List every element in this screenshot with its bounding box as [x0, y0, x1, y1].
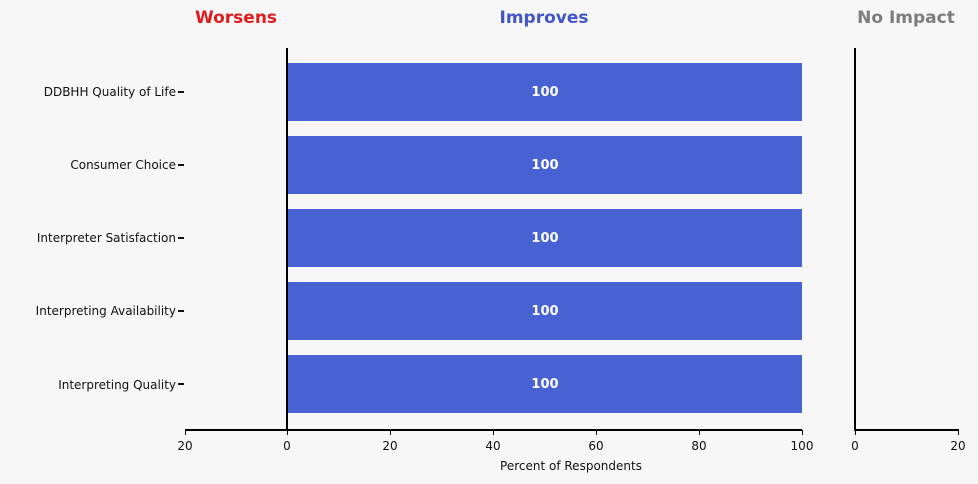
x-tick-mark	[595, 430, 597, 435]
x-tick-label: 0	[851, 439, 859, 453]
improves-bar-interpreting-availability: 100	[288, 282, 802, 340]
panel-title-improves: Improves	[499, 8, 589, 28]
y-tick-mark	[178, 91, 184, 93]
zero-axis-line-main	[286, 48, 288, 430]
x-tick-mark	[854, 430, 856, 435]
bar-value-label: 100	[531, 376, 559, 392]
bar-value-label: 100	[531, 84, 559, 100]
x-tick-label: 0	[283, 439, 291, 453]
category-label-ddbhh-quality-of-life: DDBHH Quality of Life	[43, 85, 176, 99]
y-tick-mark	[178, 310, 184, 312]
x-tick-mark	[698, 430, 700, 435]
x-tick-mark	[492, 430, 494, 435]
improves-bar-interpreter-satisfaction: 100	[288, 209, 802, 267]
x-tick-label: 20	[382, 439, 398, 453]
x-tick-label: 40	[485, 439, 501, 453]
panel-title-no-impact: No Impact	[857, 8, 955, 28]
panel-title-worsens: Worsens	[194, 8, 278, 28]
x-tick-label: 60	[588, 439, 604, 453]
category-label-interpreter-satisfaction: Interpreter Satisfaction	[36, 231, 176, 245]
category-label-interpreting-quality: Interpreting Quality	[58, 378, 176, 392]
improves-bar-consumer-choice: 100	[288, 136, 802, 194]
y-tick-mark	[178, 164, 184, 166]
bar-value-label: 100	[531, 157, 559, 173]
x-tick-mark	[389, 430, 391, 435]
x-tick-mark	[184, 430, 186, 435]
x-tick-label: 80	[691, 439, 707, 453]
x-axis-line-no-impact	[854, 429, 959, 431]
x-tick-label: 20	[950, 439, 966, 453]
y-tick-mark	[178, 237, 184, 239]
improves-bar-ddbhh-quality-of-life: 100	[288, 63, 802, 121]
x-tick-mark	[801, 430, 803, 435]
x-axis-title: Percent of Respondents	[500, 459, 642, 473]
bar-value-label: 100	[531, 230, 559, 246]
bar-value-label: 100	[531, 303, 559, 319]
x-tick-label: 20	[177, 439, 193, 453]
zero-axis-line-no-impact	[854, 48, 856, 430]
x-tick-mark	[286, 430, 288, 435]
category-label-consumer-choice: Consumer Choice	[70, 158, 176, 172]
x-axis-line-main	[185, 429, 802, 431]
category-label-interpreting-availability: Interpreting Availability	[35, 304, 176, 318]
x-tick-label: 100	[790, 439, 814, 453]
improves-bar-interpreting-quality: 100	[288, 355, 802, 413]
y-tick-mark	[178, 383, 184, 385]
x-tick-mark	[957, 430, 959, 435]
